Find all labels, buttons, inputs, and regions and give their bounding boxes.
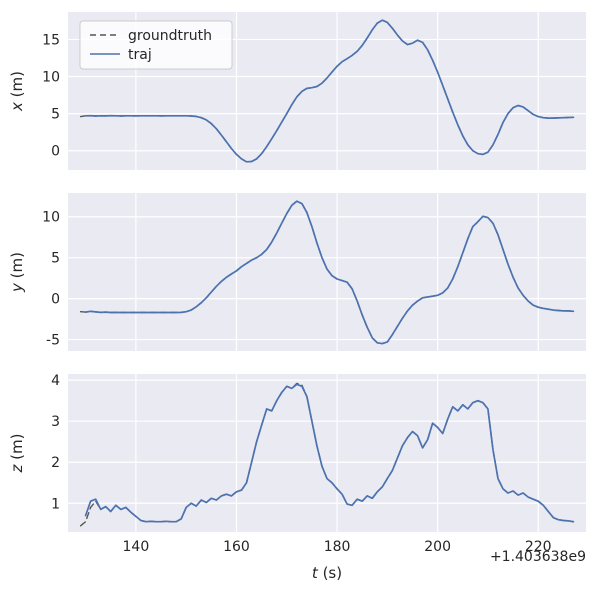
- traj-line-x: [84, 19, 575, 163]
- y-tick-label: 15: [42, 32, 60, 48]
- legend-label-groundtruth: groundtruth: [128, 28, 212, 44]
- subplot-y: -5 0 5 10 y (m): [8, 193, 586, 351]
- y-tick-label: -5: [46, 333, 60, 349]
- traj-line-z: [84, 383, 575, 523]
- x-axis-label: t (s): [312, 564, 342, 582]
- legend: groundtruth traj: [79, 20, 233, 70]
- x-tick-label: 200: [424, 539, 451, 555]
- axes-background: [68, 374, 586, 532]
- axes-background: [68, 193, 586, 351]
- subplot-z: 1 2 3 4 140 160 180 200 220 z (m): [8, 373, 586, 555]
- x-tick-label: 220: [525, 539, 552, 555]
- y-tick-label: 0: [51, 292, 60, 308]
- traj-line-y: [84, 200, 575, 345]
- x-tick-label: 160: [223, 539, 250, 555]
- legend-label-traj: traj: [128, 47, 152, 63]
- x-tick-label: 140: [123, 539, 150, 555]
- legend-box: [79, 20, 233, 70]
- y-tick-label: 5: [51, 107, 60, 123]
- y-axis-label-z: z (m): [8, 434, 26, 474]
- y-tick-label: 1: [51, 496, 60, 512]
- x-tick-label: 180: [324, 539, 351, 555]
- y-tick-label: 3: [51, 414, 60, 430]
- y-tick-label: 2: [51, 455, 60, 471]
- y-axis-label-x: x (m): [8, 71, 26, 112]
- y-tick-label: 0: [51, 144, 60, 160]
- y-tick-label: 10: [42, 70, 60, 86]
- y-tick-label: 4: [51, 373, 60, 389]
- y-tick-label: 10: [42, 210, 60, 226]
- y-tick-label: 5: [51, 251, 60, 267]
- x-axis-offset-text: +1.403638e9: [490, 549, 586, 565]
- y-axis-label-y: y (m): [8, 252, 26, 293]
